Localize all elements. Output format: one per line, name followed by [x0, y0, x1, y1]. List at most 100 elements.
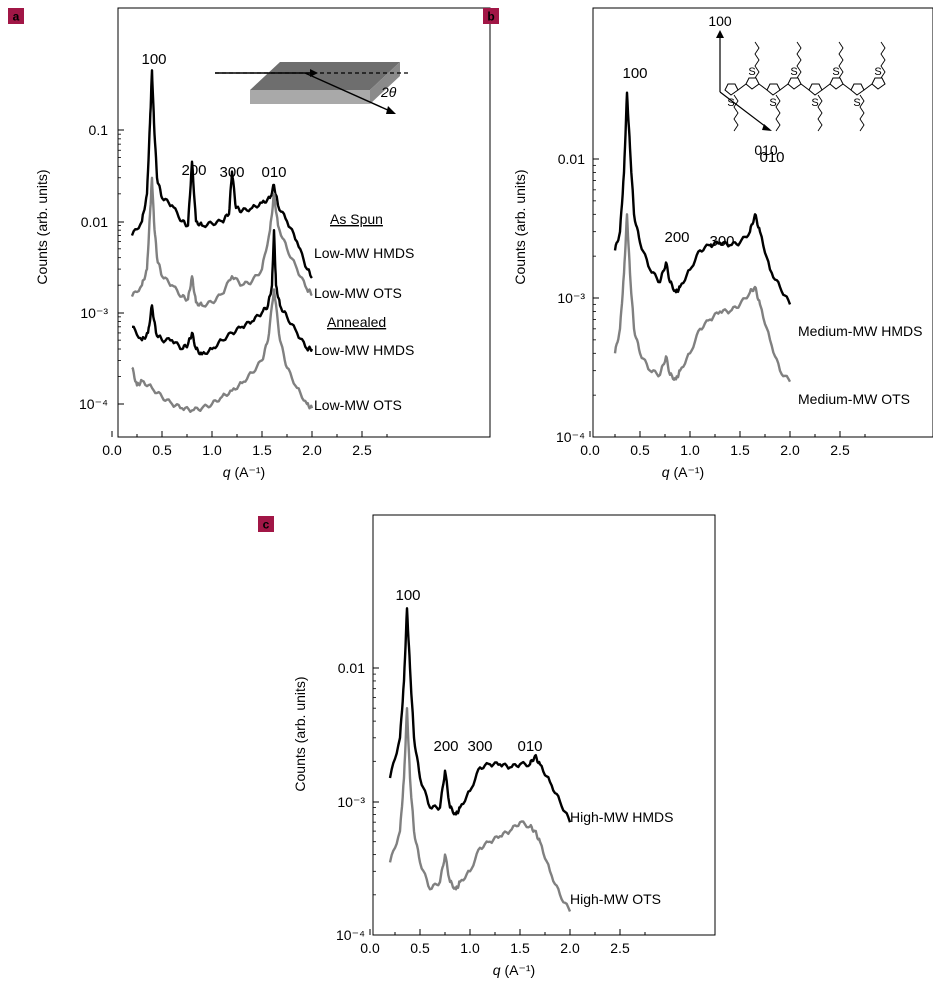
thiophene-ring [724, 83, 739, 96]
axis-010-arrow [762, 124, 772, 131]
y-tick-label: 10⁻⁴ [336, 927, 365, 943]
x-axis-label: q (A⁻¹) [223, 464, 265, 480]
ring-bond [842, 83, 852, 91]
x-tick-label: 2.0 [780, 442, 800, 458]
peak-label: 010 [261, 164, 286, 181]
series-line [388, 607, 572, 823]
sulfur-label: S [811, 97, 818, 109]
y-tick-label: 10⁻⁴ [556, 429, 585, 445]
sulfur-label: S [832, 66, 839, 78]
ring-bond [779, 83, 789, 91]
x-tick-label: 1.0 [202, 442, 222, 458]
series-label: High-MW OTS [570, 891, 661, 907]
series-line [130, 176, 313, 308]
x-tick-label: 0.5 [410, 940, 430, 956]
y-tick-label: 10⁻³ [337, 794, 365, 810]
substrate-top [250, 62, 400, 90]
alkyl-side-chain [733, 94, 739, 132]
scattered-beam [304, 72, 391, 112]
alkyl-side-chain [859, 94, 865, 132]
scattering-geometry-inset: 2θ [215, 62, 410, 114]
series-line [131, 288, 314, 413]
series-line [132, 229, 314, 356]
thiophene-ring [850, 83, 865, 96]
x-tick-label: 0.0 [580, 442, 600, 458]
panel-badge-letter: b [487, 10, 494, 24]
x-axis-label: q (A⁻¹) [662, 464, 704, 480]
peak-label: 010 [517, 738, 542, 755]
series-line [130, 69, 313, 279]
y-tick-label: 0.01 [81, 214, 108, 230]
peak-label: 200 [664, 229, 689, 246]
thiophene-ring [787, 77, 802, 90]
x-tick-label: 2.5 [352, 442, 372, 458]
x-tick-label: 0.5 [630, 442, 650, 458]
x-tick-label: 2.5 [610, 940, 630, 956]
series-label: Low-MW OTS [314, 285, 402, 301]
panel-c: c 0.0 0.5 1.0 1.5 2.0 2.5 0.01 10⁻³ 10⁻⁴ q (A⁻¹) Co… [258, 514, 716, 978]
thiophene-ring [766, 83, 781, 96]
sulfur-label: S [727, 97, 734, 109]
sulfur-label: S [769, 97, 776, 109]
angle-label: 2θ [380, 84, 397, 100]
plot-frame [592, 7, 933, 438]
x-tick-label: 1.0 [680, 442, 700, 458]
peak-label: 300 [709, 233, 734, 250]
series-label: Medium-MW OTS [798, 391, 910, 407]
panel-badge [258, 516, 274, 532]
x-tick-label: 2.0 [302, 442, 322, 458]
x-tick-label: 0.0 [102, 442, 122, 458]
peak-label: 100 [141, 51, 166, 68]
panel-badge [483, 8, 499, 24]
panel-badge-letter: a [13, 10, 20, 24]
series-line [613, 91, 792, 305]
section-label: Annealed [327, 314, 386, 330]
x-tick-label: 1.5 [730, 442, 750, 458]
panel-a: a 0.0 0.5 1.0 1.5 2.0 2.5 0.1 0.01 10⁻³ 10⁻⁴ q (A⁻¹… [8, 7, 491, 480]
peak-label: 200 [433, 738, 458, 755]
section-label: As Spun [330, 211, 383, 227]
plot-frame [372, 514, 716, 936]
peak-label: 300 [219, 164, 244, 181]
y-tick-label: 10⁻⁴ [79, 396, 108, 412]
peak-label: 100 [622, 65, 647, 82]
x-tick-label: 1.5 [510, 940, 530, 956]
alkyl-side-chain [880, 41, 886, 79]
x-tick-label: 1.5 [252, 442, 272, 458]
x-tick-label: 2.0 [560, 940, 580, 956]
y-tick-label: 0.1 [89, 122, 109, 138]
axis-010 [719, 91, 771, 131]
series-line [388, 707, 572, 912]
alkyl-side-chain [817, 94, 823, 132]
ring-bond [758, 83, 768, 91]
substrate-side [250, 90, 370, 104]
y-axis-label: Counts (arb. units) [292, 676, 308, 791]
thiophene-ring [808, 83, 823, 96]
y-tick-label: 0.01 [558, 151, 585, 167]
panel-badge-letter: c [263, 518, 270, 532]
x-axis-label: q (A⁻¹) [493, 962, 535, 978]
sulfur-label: S [790, 66, 797, 78]
sulfur-label: S [853, 97, 860, 109]
series-label: Medium-MW HMDS [798, 323, 922, 339]
alkyl-side-chain [754, 41, 760, 79]
series-line [613, 213, 792, 383]
series-label: Low-MW OTS [314, 397, 402, 413]
thiophene-ring [829, 77, 844, 90]
series-label: High-MW HMDS [570, 809, 673, 825]
thiophene-ring [745, 77, 760, 90]
sulfur-label: S [874, 66, 881, 78]
polymer-structure-inset: 100 010 S S S S S S S S [708, 13, 886, 158]
y-axis-label: Counts (arb. units) [512, 169, 528, 284]
x-tick-label: 0.0 [360, 940, 380, 956]
ring-bond [737, 83, 747, 91]
peak-label: 300 [467, 738, 492, 755]
ring-bond [863, 83, 873, 91]
y-tick-label: 0.01 [338, 660, 365, 676]
alkyl-side-chain [796, 41, 802, 79]
axis-100-arrow [716, 30, 724, 38]
peak-label: 010 [759, 149, 784, 166]
peak-label: 100 [395, 587, 420, 604]
y-tick-label: 10⁻³ [557, 290, 585, 306]
y-axis-label: Counts (arb. units) [34, 169, 50, 284]
